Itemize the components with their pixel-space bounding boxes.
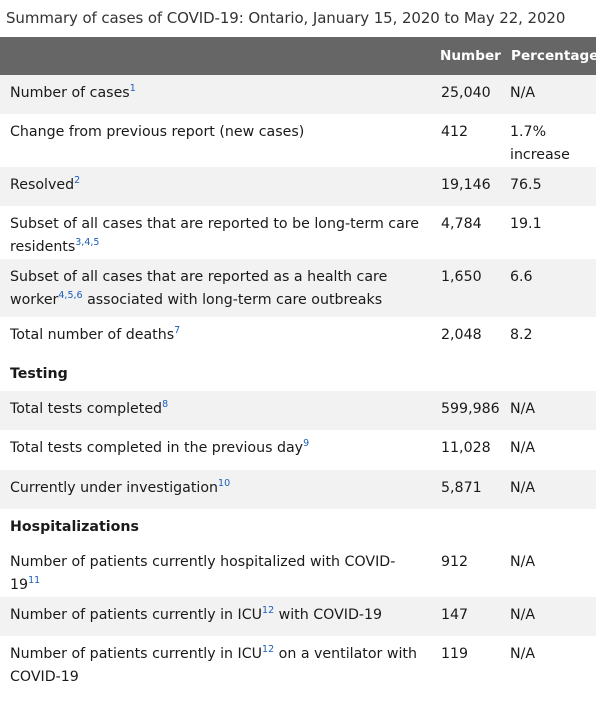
row-label-text-cont: with COVID-19: [274, 607, 383, 623]
row-label: Currently under investigation10: [0, 470, 430, 509]
row-label: Subset of all cases that are reported as…: [0, 259, 430, 317]
header-row: Number Percentage: [0, 37, 596, 75]
table-row: Currently under investigation10 5,871 N/A: [0, 470, 596, 509]
row-number: 4,784: [441, 216, 482, 232]
table-header: Number Percentage: [0, 37, 596, 75]
covid-summary-table: Number Percentage Number of cases1 25,040…: [0, 37, 596, 689]
footnote-link[interactable]: 8: [162, 399, 169, 410]
header-label-cell: [0, 37, 430, 75]
row-label-text: Total number of deaths: [10, 327, 175, 343]
row-label-text-cont: on a ventilator with COVID-19: [10, 646, 417, 685]
footnote-link[interactable]: 7: [174, 325, 181, 336]
row-percentage: 8.2: [510, 327, 533, 343]
row-percentage: N/A: [510, 440, 536, 456]
section-heading: Testing: [10, 366, 68, 382]
row-label: Number of patients currently in ICU12 wi…: [0, 597, 430, 636]
row-label-text: Change from previous report (new cases): [10, 124, 305, 140]
header-number: Number: [430, 37, 505, 75]
row-label-text: Currently under investigation: [10, 480, 219, 496]
row-label-text: Total tests completed: [10, 401, 163, 417]
table-body: Number of cases1 25,040 N/A Change from pre…: [0, 75, 596, 689]
table-row: Resolved2 19,146 76.5: [0, 167, 596, 206]
section-heading: Hospitalizations: [10, 519, 139, 535]
section-row: Hospitalizations: [0, 509, 596, 544]
table-row: Subset of all cases that are reported to…: [0, 206, 596, 259]
footnote-link[interactable]: 1: [129, 83, 136, 94]
table-row: Total number of deaths7 2,048 8.2: [0, 317, 596, 356]
row-number: 1,650: [430, 259, 505, 317]
footnote-link[interactable]: 12: [262, 644, 275, 655]
row-number: 2,048: [441, 327, 482, 343]
row-number: 119: [441, 646, 469, 662]
row-label-text-cont: associated with long-term care outbreaks: [82, 292, 383, 308]
row-label-text: Subset of all cases that are reported as…: [10, 269, 388, 308]
row-percentage: 1.7% increase: [510, 124, 570, 163]
row-label: Change from previous report (new cases): [0, 114, 430, 167]
footnote-link[interactable]: 2: [74, 175, 81, 186]
row-percentage: 19.1: [510, 216, 542, 232]
row-label: Total tests completed8: [0, 391, 430, 430]
row-label: Number of patients currently in ICU12 on…: [0, 636, 430, 689]
row-label-text: Total tests completed in the previous da…: [10, 440, 304, 456]
section-row: Testing: [0, 356, 596, 391]
row-percentage: 76.5: [505, 167, 596, 206]
row-label: Total number of deaths7: [0, 317, 430, 356]
table-row: Total tests completed8 599,986 N/A: [0, 391, 596, 430]
row-label-text: Number of patients currently hospitalize…: [10, 554, 396, 593]
row-percentage: N/A: [510, 554, 536, 570]
row-number: 11,028: [441, 440, 491, 456]
row-percentage: N/A: [505, 470, 596, 509]
footnote-link[interactable]: 10: [218, 478, 231, 489]
row-percentage: N/A: [505, 391, 596, 430]
row-number: 412: [441, 124, 469, 140]
row-label: Number of cases1: [0, 75, 430, 114]
table-caption: Summary of cases of COVID-19: Ontario, J…: [6, 9, 566, 27]
footnote-link[interactable]: 9: [303, 438, 310, 449]
row-percentage: N/A: [505, 597, 596, 636]
row-number: 5,871: [430, 470, 505, 509]
table-row: Number of cases1 25,040 N/A: [0, 75, 596, 114]
header-percentage: Percentage: [505, 37, 596, 75]
table-row: Number of patients currently in ICU12 on…: [0, 636, 596, 689]
row-label: Number of patients currently hospitalize…: [0, 544, 430, 597]
table-row: Total tests completed in the previous da…: [0, 430, 596, 470]
row-label-text: Resolved: [10, 177, 75, 193]
row-label-text: Number of patients currently in ICU: [10, 607, 263, 623]
row-label: Total tests completed in the previous da…: [0, 430, 430, 470]
row-label-text: Subset of all cases that are reported to…: [10, 216, 420, 255]
table-row: Number of patients currently hospitalize…: [0, 544, 596, 597]
footnote-link[interactable]: 12: [262, 605, 275, 616]
row-label-text: Number of cases: [10, 85, 130, 101]
row-number: 147: [430, 597, 505, 636]
row-percentage: N/A: [510, 646, 536, 662]
footnote-link[interactable]: 3,4,5: [75, 237, 100, 248]
table-row: Change from previous report (new cases) 4…: [0, 114, 596, 167]
row-number: 912: [441, 554, 469, 570]
row-label: Subset of all cases that are reported to…: [0, 206, 430, 259]
footnote-link[interactable]: 4,5,6: [58, 290, 83, 301]
table-row: Number of patients currently in ICU12 wi…: [0, 597, 596, 636]
row-percentage: N/A: [505, 75, 596, 114]
row-label-text: Number of patients currently in ICU: [10, 646, 263, 662]
table-row: Subset of all cases that are reported as…: [0, 259, 596, 317]
row-percentage: 6.6: [505, 259, 596, 317]
row-number: 25,040: [430, 75, 505, 114]
footnote-link[interactable]: 11: [28, 575, 41, 586]
row-label: Resolved2: [0, 167, 430, 206]
row-number: 599,986: [430, 391, 505, 430]
row-number: 19,146: [430, 167, 505, 206]
